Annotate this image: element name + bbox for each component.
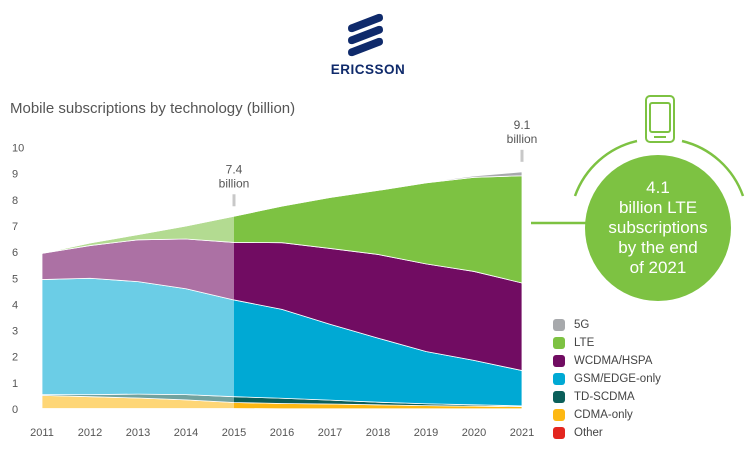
x-tick-label: 2018	[366, 427, 390, 439]
ericsson-logo-icon	[348, 13, 383, 57]
chart-areas	[41, 171, 523, 410]
y-tick-label: 7	[12, 221, 18, 233]
callout-line: by the end	[618, 238, 698, 257]
x-tick-label: 2015	[222, 427, 246, 439]
x-tick-label: 2019	[414, 427, 438, 439]
legend-item: GSM/EDGE-only	[553, 370, 661, 388]
legend-swatch	[553, 373, 565, 385]
y-tick-label: 8	[12, 195, 18, 207]
y-tick-label: 5	[12, 273, 18, 285]
y-tick-label: 6	[12, 247, 18, 259]
legend-label: 5G	[574, 319, 590, 331]
lte-callout-bubble: 4.1 billion LTE subscriptions by the end…	[585, 155, 731, 301]
annotation-unit: billion	[507, 132, 538, 146]
chart-legend: 5G LTE WCDMA/HSPA GSM/EDGE-only TD-SCDMA CDMA…	[553, 316, 661, 442]
callout-line: 4.1	[646, 178, 670, 197]
x-tick-label: 2013	[126, 427, 150, 439]
callout-arc-right	[681, 139, 745, 197]
x-tick-label: 2011	[30, 427, 54, 439]
legend-label: CDMA-only	[574, 409, 633, 421]
historical-shade	[41, 137, 234, 411]
y-tick-label: 1	[12, 378, 18, 390]
y-tick-label: 9	[12, 169, 18, 181]
annotation-value: 9.1	[514, 118, 531, 132]
callout-line: subscriptions	[608, 218, 708, 237]
y-tick-label: 2	[12, 352, 18, 364]
y-tick-label: 3	[12, 326, 18, 338]
legend-swatch	[553, 319, 565, 331]
legend-item: TD-SCDMA	[553, 388, 661, 406]
legend-label: WCDMA/HSPA	[574, 355, 653, 367]
annotation-value: 7.4	[226, 162, 243, 176]
x-tick-label: 2012	[78, 427, 102, 439]
x-tick-label: 2021	[510, 427, 534, 439]
smartphone-icon	[645, 95, 675, 143]
legend-swatch	[553, 427, 565, 439]
y-tick-label: 0	[12, 404, 18, 416]
legend-item: Other	[553, 424, 661, 442]
legend-label: GSM/EDGE-only	[574, 373, 661, 385]
callout-line: of 2021	[629, 258, 687, 277]
callout-line: billion LTE	[618, 198, 698, 217]
legend-item: 5G	[553, 316, 661, 334]
legend-label: Other	[574, 427, 603, 439]
area-5g	[41, 171, 523, 254]
x-tick-label: 2020	[462, 427, 486, 439]
legend-swatch	[553, 337, 565, 349]
x-tick-label: 2017	[318, 427, 342, 439]
legend-item: LTE	[553, 334, 661, 352]
ericsson-logo-text: ERICSSON	[330, 62, 406, 77]
y-axis-ticks: 0 1 2 3 4 5 6 7 8 9 10	[12, 143, 24, 417]
callout-arc-left	[573, 139, 638, 197]
legend-swatch	[553, 391, 565, 403]
legend-label: LTE	[574, 337, 595, 349]
chart-title: Mobile subscriptions by technology (bill…	[10, 100, 296, 117]
x-tick-label: 2016	[270, 427, 294, 439]
annotation-unit: billion	[219, 176, 250, 190]
x-axis-ticks: 2011 2012 2013 2014 2015 2016 2017 2018 2019 2020…	[30, 427, 534, 439]
legend-swatch	[553, 355, 565, 367]
y-tick-label: 10	[12, 143, 24, 155]
legend-item: CDMA-only	[553, 406, 661, 424]
legend-swatch	[553, 409, 565, 421]
x-tick-label: 2014	[174, 427, 198, 439]
legend-item: WCDMA/HSPA	[553, 352, 661, 370]
legend-label: TD-SCDMA	[574, 391, 635, 403]
y-tick-label: 4	[12, 299, 18, 311]
